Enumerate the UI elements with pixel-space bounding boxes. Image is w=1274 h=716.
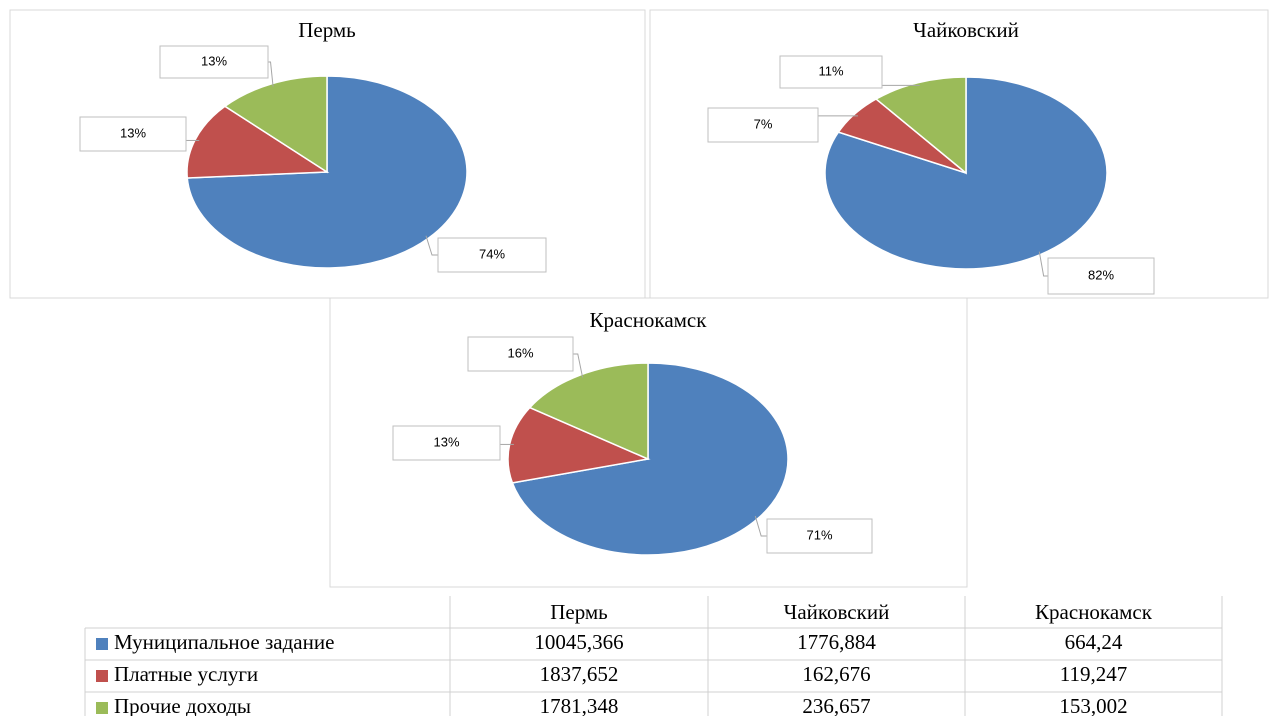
table-cell: 664,24	[1065, 630, 1123, 654]
table-cell: 1776,884	[797, 630, 876, 654]
data-label: 13%	[201, 53, 227, 68]
legend-swatch	[96, 670, 108, 682]
chart-title: Чайковский	[913, 18, 1019, 42]
pie-slice	[223, 75, 328, 174]
table-cell: 153,002	[1059, 694, 1127, 716]
pie-slice	[874, 76, 967, 175]
leader-line	[573, 353, 584, 378]
data-label: 7%	[754, 116, 773, 131]
pie-slice	[511, 362, 789, 556]
label-box	[467, 336, 574, 372]
data-label: 71%	[806, 527, 832, 542]
pie-slice	[528, 362, 649, 461]
table-cell: 119,247	[1060, 662, 1127, 686]
label-box	[437, 237, 547, 273]
leader-line	[1038, 251, 1048, 277]
table-cell: 10045,366	[534, 630, 623, 654]
column-header: Чайковский	[784, 600, 890, 624]
legend-swatch	[96, 638, 108, 650]
row-label: Прочие доходы	[114, 694, 251, 716]
data-label: 11%	[818, 63, 843, 78]
row-label: Платные услуги	[114, 662, 258, 686]
legend-swatch	[96, 702, 108, 714]
label-box	[79, 116, 187, 152]
table-cell: 162,676	[802, 662, 870, 686]
row-label: Муниципальное задание	[114, 630, 334, 654]
table-cell: 1837,652	[540, 662, 619, 686]
leader-line	[425, 235, 438, 256]
leader-line	[754, 515, 767, 537]
label-box	[766, 518, 873, 554]
table-cell: 236,657	[802, 694, 870, 716]
leader-line	[268, 61, 274, 87]
label-box	[707, 107, 819, 143]
chart-title: Пермь	[298, 18, 356, 42]
column-header: Пермь	[550, 600, 608, 624]
data-label: 82%	[1088, 267, 1114, 282]
column-header: Краснокамск	[1035, 600, 1153, 624]
data-label: 13%	[120, 125, 146, 140]
label-box	[1047, 257, 1155, 295]
table-cell: 1781,348	[540, 694, 619, 716]
pie-slice	[186, 105, 330, 179]
data-label: 16%	[507, 345, 533, 360]
label-box	[779, 55, 883, 89]
label-box	[159, 45, 269, 79]
chart-title: Краснокамск	[590, 308, 708, 332]
label-box	[392, 425, 501, 461]
data-label: 13%	[433, 434, 459, 449]
data-label: 74%	[479, 246, 505, 261]
